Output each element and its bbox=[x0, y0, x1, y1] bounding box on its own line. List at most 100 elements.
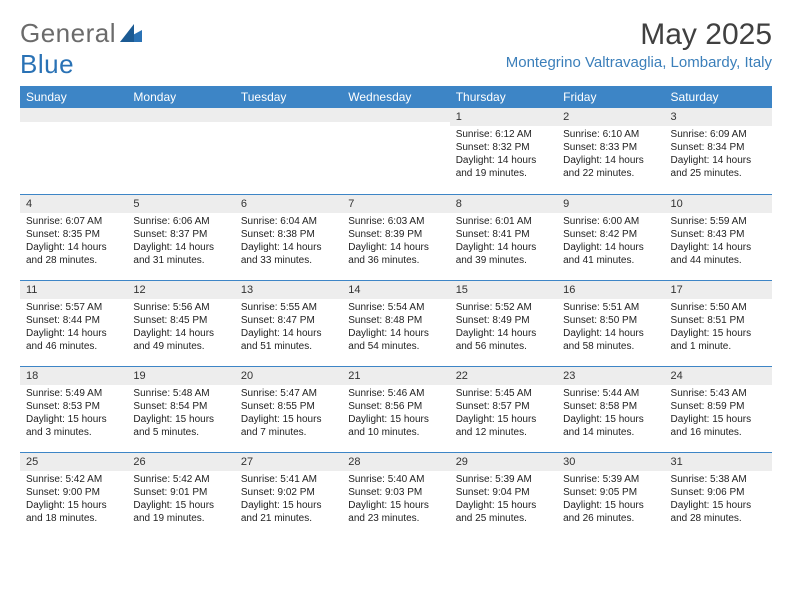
daylight-text: Daylight: 14 hours and 41 minutes. bbox=[563, 241, 658, 267]
day-number: 2 bbox=[557, 108, 664, 126]
brand-part1: General bbox=[20, 18, 116, 48]
day-number: 22 bbox=[450, 367, 557, 385]
daylight-text: Daylight: 14 hours and 44 minutes. bbox=[671, 241, 766, 267]
day-cell: 28Sunrise: 5:40 AMSunset: 9:03 PMDayligh… bbox=[342, 452, 449, 538]
sunset-text: Sunset: 8:48 PM bbox=[348, 314, 443, 327]
day-cell: 18Sunrise: 5:49 AMSunset: 8:53 PMDayligh… bbox=[20, 366, 127, 452]
sunrise-text: Sunrise: 5:52 AM bbox=[456, 301, 551, 314]
day-cell: 26Sunrise: 5:42 AMSunset: 9:01 PMDayligh… bbox=[127, 452, 234, 538]
daylight-text: Daylight: 14 hours and 46 minutes. bbox=[26, 327, 121, 353]
day-cell: 15Sunrise: 5:52 AMSunset: 8:49 PMDayligh… bbox=[450, 280, 557, 366]
sunset-text: Sunset: 8:51 PM bbox=[671, 314, 766, 327]
sunrise-text: Sunrise: 5:39 AM bbox=[456, 473, 551, 486]
day-details: Sunrise: 5:41 AMSunset: 9:02 PMDaylight:… bbox=[235, 471, 342, 529]
day-number: 1 bbox=[450, 108, 557, 126]
sunrise-text: Sunrise: 5:40 AM bbox=[348, 473, 443, 486]
sunrise-text: Sunrise: 6:10 AM bbox=[563, 128, 658, 141]
day-details: Sunrise: 5:51 AMSunset: 8:50 PMDaylight:… bbox=[557, 299, 664, 357]
sunrise-text: Sunrise: 5:49 AM bbox=[26, 387, 121, 400]
sunset-text: Sunset: 8:57 PM bbox=[456, 400, 551, 413]
day-header-row: Sunday Monday Tuesday Wednesday Thursday… bbox=[20, 86, 772, 108]
day-details: Sunrise: 5:39 AMSunset: 9:04 PMDaylight:… bbox=[450, 471, 557, 529]
day-details: Sunrise: 5:56 AMSunset: 8:45 PMDaylight:… bbox=[127, 299, 234, 357]
sunrise-text: Sunrise: 6:04 AM bbox=[241, 215, 336, 228]
day-number: 11 bbox=[20, 281, 127, 299]
day-number bbox=[342, 108, 449, 122]
day-number: 8 bbox=[450, 195, 557, 213]
day-number: 16 bbox=[557, 281, 664, 299]
sunrise-text: Sunrise: 5:41 AM bbox=[241, 473, 336, 486]
day-number: 4 bbox=[20, 195, 127, 213]
sunrise-text: Sunrise: 5:38 AM bbox=[671, 473, 766, 486]
sunset-text: Sunset: 8:54 PM bbox=[133, 400, 228, 413]
sunrise-text: Sunrise: 5:39 AM bbox=[563, 473, 658, 486]
day-number: 13 bbox=[235, 281, 342, 299]
calendar-page: General Blue May 2025 Montegrino Valtrav… bbox=[0, 0, 792, 538]
sunrise-text: Sunrise: 6:00 AM bbox=[563, 215, 658, 228]
day-cell: 5Sunrise: 6:06 AMSunset: 8:37 PMDaylight… bbox=[127, 194, 234, 280]
day-number: 6 bbox=[235, 195, 342, 213]
day-number: 25 bbox=[20, 453, 127, 471]
daylight-text: Daylight: 14 hours and 19 minutes. bbox=[456, 154, 551, 180]
day-details bbox=[235, 122, 342, 128]
day-number: 14 bbox=[342, 281, 449, 299]
day-cell bbox=[235, 108, 342, 194]
page-header: General Blue May 2025 Montegrino Valtrav… bbox=[20, 18, 772, 80]
sunrise-text: Sunrise: 6:03 AM bbox=[348, 215, 443, 228]
day-cell: 21Sunrise: 5:46 AMSunset: 8:56 PMDayligh… bbox=[342, 366, 449, 452]
day-details: Sunrise: 5:38 AMSunset: 9:06 PMDaylight:… bbox=[665, 471, 772, 529]
day-details: Sunrise: 6:10 AMSunset: 8:33 PMDaylight:… bbox=[557, 126, 664, 184]
day-details: Sunrise: 5:47 AMSunset: 8:55 PMDaylight:… bbox=[235, 385, 342, 443]
sunset-text: Sunset: 8:37 PM bbox=[133, 228, 228, 241]
sunrise-text: Sunrise: 6:01 AM bbox=[456, 215, 551, 228]
sunset-text: Sunset: 9:04 PM bbox=[456, 486, 551, 499]
week-row: 25Sunrise: 5:42 AMSunset: 9:00 PMDayligh… bbox=[20, 452, 772, 538]
sunset-text: Sunset: 9:06 PM bbox=[671, 486, 766, 499]
dayhead-sun: Sunday bbox=[20, 86, 127, 108]
week-row: 18Sunrise: 5:49 AMSunset: 8:53 PMDayligh… bbox=[20, 366, 772, 452]
dayhead-mon: Monday bbox=[127, 86, 234, 108]
day-details: Sunrise: 5:49 AMSunset: 8:53 PMDaylight:… bbox=[20, 385, 127, 443]
day-details: Sunrise: 6:12 AMSunset: 8:32 PMDaylight:… bbox=[450, 126, 557, 184]
dayhead-thu: Thursday bbox=[450, 86, 557, 108]
sunset-text: Sunset: 8:33 PM bbox=[563, 141, 658, 154]
day-cell: 17Sunrise: 5:50 AMSunset: 8:51 PMDayligh… bbox=[665, 280, 772, 366]
daylight-text: Daylight: 15 hours and 28 minutes. bbox=[671, 499, 766, 525]
day-cell: 24Sunrise: 5:43 AMSunset: 8:59 PMDayligh… bbox=[665, 366, 772, 452]
day-cell: 22Sunrise: 5:45 AMSunset: 8:57 PMDayligh… bbox=[450, 366, 557, 452]
day-cell: 16Sunrise: 5:51 AMSunset: 8:50 PMDayligh… bbox=[557, 280, 664, 366]
dayhead-fri: Friday bbox=[557, 86, 664, 108]
day-number: 3 bbox=[665, 108, 772, 126]
day-number: 21 bbox=[342, 367, 449, 385]
brand-part2: Blue bbox=[20, 49, 74, 79]
daylight-text: Daylight: 15 hours and 19 minutes. bbox=[133, 499, 228, 525]
day-details bbox=[20, 122, 127, 128]
sunset-text: Sunset: 8:56 PM bbox=[348, 400, 443, 413]
sunrise-text: Sunrise: 5:43 AM bbox=[671, 387, 766, 400]
day-number: 17 bbox=[665, 281, 772, 299]
day-cell bbox=[20, 108, 127, 194]
daylight-text: Daylight: 14 hours and 25 minutes. bbox=[671, 154, 766, 180]
day-number bbox=[127, 108, 234, 122]
sunset-text: Sunset: 8:38 PM bbox=[241, 228, 336, 241]
day-cell: 23Sunrise: 5:44 AMSunset: 8:58 PMDayligh… bbox=[557, 366, 664, 452]
daylight-text: Daylight: 15 hours and 7 minutes. bbox=[241, 413, 336, 439]
daylight-text: Daylight: 15 hours and 25 minutes. bbox=[456, 499, 551, 525]
day-number: 7 bbox=[342, 195, 449, 213]
logo-mark-icon bbox=[120, 18, 142, 49]
daylight-text: Daylight: 15 hours and 16 minutes. bbox=[671, 413, 766, 439]
day-details: Sunrise: 5:50 AMSunset: 8:51 PMDaylight:… bbox=[665, 299, 772, 357]
day-details: Sunrise: 6:04 AMSunset: 8:38 PMDaylight:… bbox=[235, 213, 342, 271]
sunrise-text: Sunrise: 6:09 AM bbox=[671, 128, 766, 141]
day-details: Sunrise: 5:39 AMSunset: 9:05 PMDaylight:… bbox=[557, 471, 664, 529]
sunset-text: Sunset: 9:02 PM bbox=[241, 486, 336, 499]
sunset-text: Sunset: 8:53 PM bbox=[26, 400, 121, 413]
day-number: 12 bbox=[127, 281, 234, 299]
sunset-text: Sunset: 8:58 PM bbox=[563, 400, 658, 413]
sunset-text: Sunset: 9:03 PM bbox=[348, 486, 443, 499]
day-details: Sunrise: 5:55 AMSunset: 8:47 PMDaylight:… bbox=[235, 299, 342, 357]
daylight-text: Daylight: 15 hours and 10 minutes. bbox=[348, 413, 443, 439]
calendar-body: 1Sunrise: 6:12 AMSunset: 8:32 PMDaylight… bbox=[20, 108, 772, 538]
day-number: 20 bbox=[235, 367, 342, 385]
day-cell: 6Sunrise: 6:04 AMSunset: 8:38 PMDaylight… bbox=[235, 194, 342, 280]
